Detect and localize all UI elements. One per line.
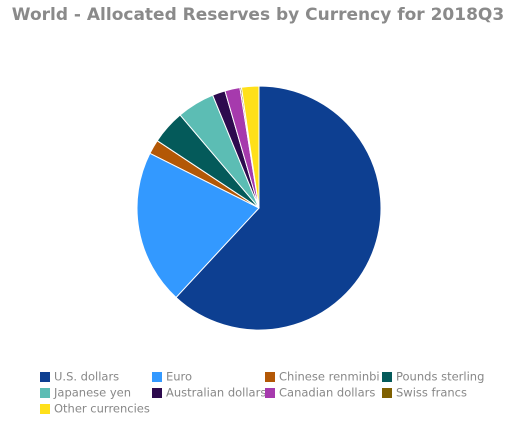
chart-title: World - Allocated Reserves by Currency f… <box>12 5 504 25</box>
legend-swatch <box>40 404 50 414</box>
legend-swatch <box>265 388 275 398</box>
pie-slice <box>136 152 260 299</box>
legend-label: Chinese renminbi <box>279 370 380 384</box>
legend-label: Other currencies <box>54 402 150 416</box>
legend-label: U.S. dollars <box>54 370 119 384</box>
legend-label: Swiss francs <box>396 386 467 400</box>
legend-swatch <box>265 372 275 382</box>
legend-swatch <box>40 388 50 398</box>
legend-swatch <box>382 388 392 398</box>
legend-label: Australian dollars <box>166 386 266 400</box>
legend-swatch <box>152 372 162 382</box>
legend-swatch <box>40 372 50 382</box>
legend-label: Euro <box>166 370 192 384</box>
legend-label: Pounds sterling <box>396 370 484 384</box>
legend-label: Japanese yen <box>53 386 131 400</box>
legend-swatch <box>382 372 392 382</box>
pie-slice <box>175 85 382 331</box>
legend-label: Canadian dollars <box>279 386 375 400</box>
pie-slice <box>240 85 260 209</box>
legend-swatch <box>152 388 162 398</box>
